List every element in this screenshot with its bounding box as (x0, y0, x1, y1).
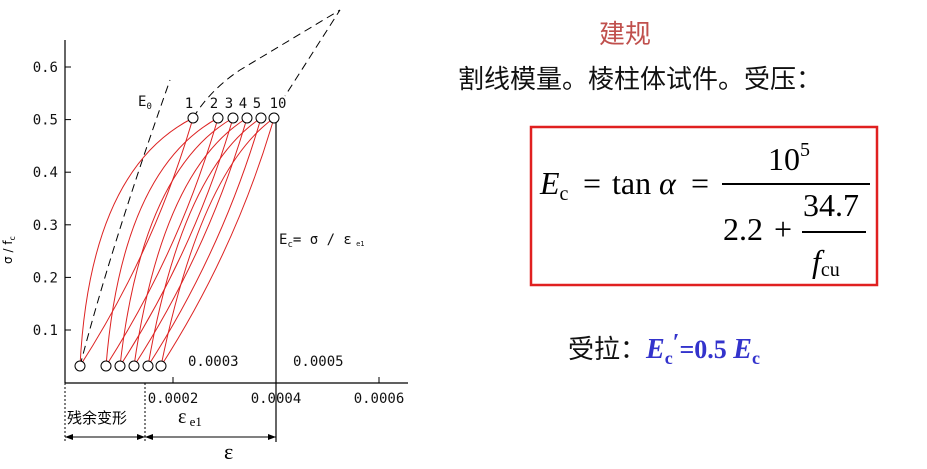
formula: Ec = tan α = 105 2.2 + 34.7 fcu (539, 139, 870, 281)
unloading-curve (119, 117, 234, 367)
formula-e-sub: c (560, 183, 569, 205)
ec-label: Ec= σ / ε e1 (279, 232, 365, 250)
curve-label: 3 (225, 96, 233, 112)
tension-e: E (645, 334, 665, 365)
formula-den-num: 34.7 (803, 187, 859, 223)
load-point (155, 360, 167, 372)
curve-label: 10 (270, 96, 287, 112)
e0-sub: 0 (146, 102, 151, 112)
loading-curve (105, 117, 219, 367)
load-point (142, 360, 154, 372)
curve-label: 4 (239, 96, 247, 112)
load-point (128, 360, 140, 372)
y-ticks: 0.1 0.2 0.3 0.4 0.5 0.6 (33, 60, 71, 339)
formula-base: 10 (768, 141, 800, 177)
slide-subtitle: 割线模量。棱柱体试件。受压： (458, 65, 822, 95)
formula-e: E (539, 165, 560, 201)
load-point (114, 360, 126, 372)
y-tick-label: 0.2 (33, 270, 58, 286)
unloading-curve (79, 117, 194, 367)
formula-alpha: α (659, 165, 677, 201)
formula-f-sub: cu (821, 259, 840, 281)
y-axis-label: σ / fc (1, 236, 17, 264)
load-point (227, 112, 239, 124)
curves (74, 112, 280, 372)
residual-label: 残余变形 (67, 409, 127, 427)
x-tick-label: 0.0004 (251, 391, 302, 407)
formula-plus: + (774, 211, 792, 247)
load-point (100, 360, 112, 372)
x-tick-label: 0.0002 (148, 391, 199, 407)
y-axis-label-sub: c (8, 236, 17, 240)
curve-label: 1 (185, 96, 193, 112)
formula-eq: = (691, 165, 709, 201)
curve-labels: 1 2 3 4 5 10 (185, 96, 287, 112)
ec-rest-sub: e1 (352, 240, 365, 248)
load-point (74, 360, 86, 372)
e0-main: E (138, 94, 146, 110)
initial-modulus-line (79, 79, 171, 367)
x-tick-label: 0.0006 (354, 391, 405, 407)
unloading-curve (133, 117, 248, 367)
elastic-main: ε (178, 406, 186, 428)
formula-lhs: Ec (539, 165, 569, 205)
tension-e-sub: c (665, 348, 673, 368)
y-tick-label: 0.3 (33, 218, 58, 234)
tension-middle: =0.5 (679, 335, 733, 364)
load-point (268, 112, 280, 124)
tension-line: 受拉：Ec′=0.5 Ec (568, 330, 760, 368)
elastic-label: ε e1 (178, 406, 202, 429)
envelope-line (192, 9, 341, 119)
elastic-sub: e1 (186, 414, 202, 429)
formula-tan: tan (612, 165, 651, 201)
load-point (255, 112, 267, 124)
ec-rest: = σ / ε (293, 232, 352, 248)
loading-curve (79, 117, 194, 367)
y-axis-label-main: σ / f (1, 240, 15, 264)
formula-den-a: 2.2 (723, 211, 763, 247)
ec-sub: c (287, 240, 292, 250)
tension-prime: ′ (673, 330, 680, 356)
tension-label: 受拉： (568, 335, 646, 365)
ec-main: E (279, 232, 287, 248)
formula-numerator: 105 (768, 139, 810, 177)
formula-fcu: fcu (812, 243, 840, 281)
formula-box (529, 125, 879, 287)
formula-eq: = (583, 165, 601, 201)
y-tick-label: 0.4 (33, 165, 58, 181)
loading-curve (133, 117, 248, 367)
loading-curve (160, 117, 275, 367)
strain-label: 0.0005 (293, 354, 344, 370)
e0-label: E0 (138, 94, 152, 112)
slide-title: 建规 (599, 20, 651, 50)
unloading-curve (160, 117, 275, 367)
total-strain-label: ε (224, 439, 233, 464)
y-tick-label: 0.1 (33, 323, 58, 339)
x-ticks: 0.0002 0.0004 0.0006 (148, 377, 405, 407)
load-point (241, 112, 253, 124)
loading-curve (147, 117, 262, 367)
curve-label: 2 (210, 96, 218, 112)
y-tick-label: 0.6 (33, 60, 58, 76)
tension-e-sub: c (752, 348, 760, 368)
loading-curve (119, 117, 234, 367)
tension-e: E (732, 334, 752, 365)
strain-label: 0.0003 (188, 354, 239, 370)
unloading-curve (147, 117, 262, 367)
y-tick-label: 0.5 (33, 113, 58, 129)
curve-label: 5 (253, 96, 261, 112)
load-point (187, 112, 199, 124)
formula-exp: 5 (800, 139, 810, 161)
load-point (212, 112, 224, 124)
